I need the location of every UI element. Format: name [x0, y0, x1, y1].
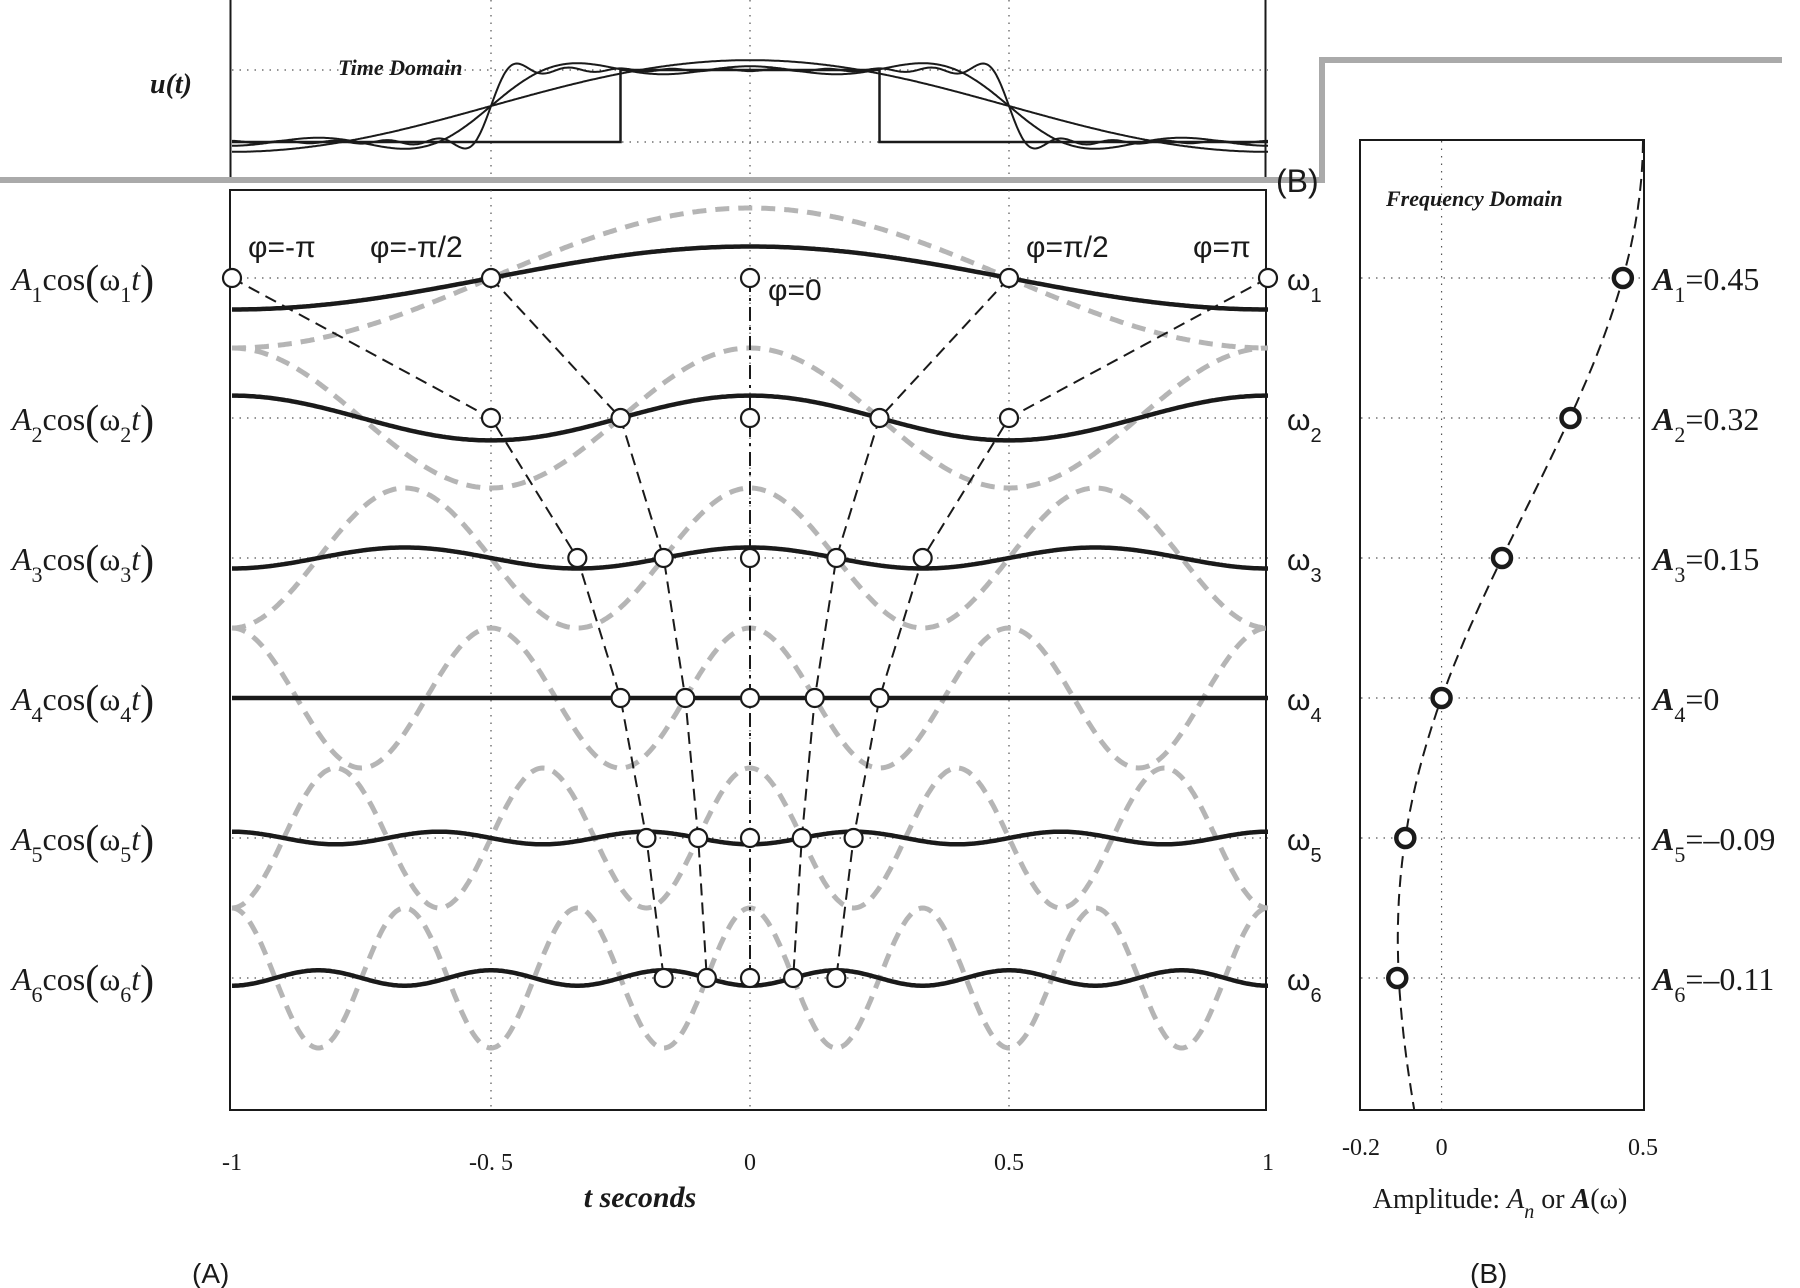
panel-label-b: (B)	[1470, 1258, 1507, 1288]
phase-marker	[610, 407, 631, 429]
phase-marker	[739, 547, 761, 569]
amplitude-point	[1386, 966, 1409, 990]
omega-label: ω1	[1287, 264, 1322, 307]
freq-xlabel-w: (ω)	[1590, 1184, 1627, 1215]
phase-marker	[221, 267, 243, 289]
phase-marker	[675, 687, 696, 709]
freq-xlabel-or: or	[1534, 1184, 1571, 1215]
freq-xlabel-An: A	[1505, 1184, 1525, 1215]
phase-marker	[610, 687, 631, 709]
phase-marker	[480, 407, 502, 429]
unscaled-harmonic-curve	[231, 765, 1269, 911]
phase-marker	[791, 827, 812, 849]
amplitude-envelope-curve	[1396, 140, 1644, 1110]
main-xtick-label: -0. 5	[469, 1150, 513, 1176]
freq-xtick-label: 0	[1436, 1135, 1448, 1161]
freq-xlabel: Amplitude: An or A(ω)	[1373, 1184, 1628, 1223]
phase-marker	[739, 967, 761, 989]
phase-marker	[912, 547, 933, 569]
phase-marker	[869, 687, 890, 709]
amplitude-point	[1394, 826, 1417, 850]
time-domain-panel: Time Domain u(t)	[150, 0, 1268, 178]
phase-marker	[739, 827, 761, 849]
partial-sum-curve	[232, 62, 1268, 150]
amplitude-label: A3=0.15	[1651, 541, 1759, 587]
harmonic-row-label: A5cos(ω5t)	[10, 818, 154, 867]
amplitude-label: A4=0	[1651, 681, 1719, 727]
amplitude-label: A1=0.45	[1651, 261, 1759, 307]
phase-marker	[739, 687, 761, 709]
amplitude-point	[1430, 686, 1453, 710]
phase-marker	[696, 967, 717, 989]
partial-sum-curve	[232, 59, 1268, 153]
amplitude-label: A6=–0.11	[1651, 961, 1774, 1007]
time-domain-ylabel: u(t)	[150, 69, 192, 100]
freq-xlabel-prefix: Amplitude:	[1373, 1184, 1508, 1215]
phase-marker	[636, 827, 657, 849]
main-xtick-label: -1	[222, 1150, 242, 1176]
phase-marker	[688, 827, 709, 849]
pulse-curve	[232, 68, 1268, 144]
partial-sum-curve	[232, 62, 1268, 150]
main-xtick-label: 0.5	[994, 1150, 1024, 1176]
panel-label-b-clipped: (B)	[1276, 163, 1319, 199]
phase-line	[490, 277, 708, 979]
harmonic-row-label: A4cos(ω4t)	[10, 678, 154, 727]
omega-label: ω3	[1287, 544, 1322, 587]
phase-marker	[653, 547, 674, 569]
freq-xlabel-Aw: A	[1570, 1184, 1591, 1215]
amplitude-label: A2=0.32	[1651, 401, 1759, 447]
phase-label: φ=π	[1193, 231, 1251, 264]
harmonic-row-label: A6cos(ω6t)	[10, 958, 154, 1007]
phase-label: φ=π/2	[1026, 231, 1109, 264]
panel-label-a: (A)	[192, 1258, 229, 1288]
phase-line	[792, 277, 1010, 979]
freq-xlabel-sub: n	[1524, 1201, 1534, 1223]
phase-label: φ=0	[768, 274, 822, 307]
phase-marker	[826, 547, 847, 569]
phase-line	[835, 277, 1269, 979]
phase-line	[231, 277, 665, 979]
frequency-domain-title: Frequency Domain	[1385, 186, 1563, 211]
phase-marker	[826, 967, 847, 989]
amplitude-point	[1490, 546, 1514, 570]
harmonic-row-label: A2cos(ω2t)	[10, 398, 154, 447]
main-xtick-label: 1	[1262, 1150, 1274, 1176]
omega-label: ω2	[1287, 404, 1322, 447]
phase-marker	[653, 967, 674, 989]
harmonics-panel: φ=-π φ=-π/2 φ=0 φ=π/2 φ=π -1 -0. 5 0 0.5 1 A1cos…	[10, 189, 1322, 1214]
frame-line	[0, 57, 1782, 183]
omega-label: ω6	[1287, 964, 1322, 1007]
harmonic-row-label: A1cos(ω1t)	[10, 258, 154, 307]
freq-xtick-label: -0.2	[1342, 1135, 1380, 1161]
omega-label: ω5	[1287, 824, 1322, 867]
phase-marker	[869, 407, 890, 429]
frequency-domain-panel: -0.2 0 0.5 A1=0.45 A2=0.32 A3=0.15 A4=0 A5=–0.…	[1342, 139, 1775, 1223]
phase-marker	[1257, 267, 1279, 289]
phase-label: φ=-π	[248, 231, 316, 264]
main-xlabel: t seconds	[584, 1181, 697, 1214]
amplitude-label: A5=–0.09	[1651, 821, 1775, 867]
amplitude-point	[1559, 406, 1582, 430]
phase-marker	[480, 267, 502, 289]
amplitude-point	[1611, 266, 1635, 290]
harmonic-row-label: A3cos(ω3t)	[10, 538, 154, 587]
phase-marker	[739, 407, 761, 429]
phase-marker	[804, 687, 825, 709]
phase-marker	[783, 967, 804, 989]
main-xtick-label: 0	[744, 1150, 756, 1176]
unscaled-harmonic-curve	[232, 205, 1268, 351]
phase-marker	[739, 267, 761, 289]
omega-label: ω4	[1287, 684, 1322, 727]
phase-marker	[843, 827, 864, 849]
phase-marker	[998, 267, 1020, 289]
freq-xtick-label: 0.5	[1628, 1135, 1658, 1161]
phase-label: φ=-π/2	[370, 231, 463, 264]
phase-marker	[998, 407, 1020, 429]
time-domain-title: Time Domain	[338, 55, 462, 80]
scaled-harmonic-curve	[232, 244, 1268, 312]
phase-marker	[567, 547, 588, 569]
